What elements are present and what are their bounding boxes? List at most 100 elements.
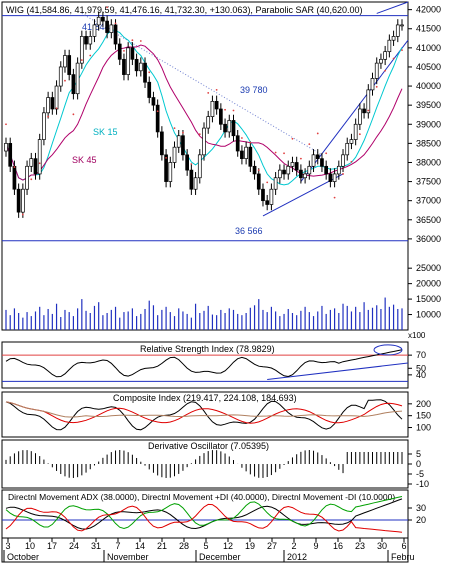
sar-dot (274, 151, 277, 154)
sar-dot (224, 108, 226, 111)
candle-body (197, 154, 202, 179)
candle-body (134, 58, 139, 72)
candle-body (391, 36, 396, 41)
candle-body (79, 36, 84, 64)
candle-body (189, 169, 194, 190)
candle-body (12, 165, 17, 190)
sar-dot (207, 92, 210, 94)
candle-body (227, 120, 232, 133)
sar-dot (89, 54, 92, 57)
sar-dot (64, 79, 66, 82)
price-tick-label: 41000 (416, 43, 441, 53)
sar-dot (308, 143, 311, 146)
date-tick-label: 2 (291, 541, 296, 551)
price-tick-label: 40500 (416, 62, 441, 72)
price-tick-label: 38000 (416, 157, 441, 167)
ci-tick-label: 150 (416, 411, 431, 421)
candle-body (210, 100, 215, 117)
candle-body (248, 146, 253, 167)
candle-body (160, 131, 164, 156)
candle-body (395, 24, 400, 37)
panel-frame-1 (1, 341, 409, 389)
candle-body (366, 89, 371, 114)
sar-dot (291, 137, 294, 140)
sar-dot (384, 69, 387, 72)
candle-body (379, 58, 383, 64)
candle-body (88, 36, 93, 45)
rsi-title: Relative Strength Index (78.9829) (140, 344, 275, 354)
candle-body (172, 146, 177, 163)
candle-body (282, 169, 286, 175)
candle-body (67, 55, 72, 75)
candle-body (277, 169, 282, 179)
candle-body (349, 139, 354, 144)
adx-line (5, 498, 403, 530)
sar-dot (283, 152, 285, 155)
rsi-tick-label: 40 (416, 370, 426, 380)
candle-body (25, 165, 29, 190)
sar-dot (139, 40, 142, 42)
candle-body (219, 108, 223, 125)
candle-body (261, 188, 265, 202)
candle-body (46, 97, 50, 114)
candle-body (75, 62, 80, 95)
date-tick-label: 28 (179, 541, 189, 551)
date-tick-label: 16 (333, 541, 343, 551)
candle-body (353, 123, 358, 140)
candle-body (240, 150, 244, 160)
candle-body (273, 177, 278, 190)
dm-tick-label: 30 (416, 503, 426, 513)
ci-tick-label: 100 (416, 423, 431, 433)
candle-body (21, 188, 25, 213)
candle-body (147, 81, 152, 98)
candle-body (109, 24, 114, 33)
price-tick-label: 39500 (416, 100, 441, 110)
candle-body (362, 108, 366, 114)
price-tick-label: 39000 (416, 119, 441, 129)
ci-tick-label: 200 (416, 399, 431, 409)
price-tick-label: 37500 (416, 177, 441, 187)
candle-body (358, 108, 362, 125)
candle-body (206, 116, 211, 129)
candle-body (96, 16, 101, 26)
candle-body (101, 16, 105, 22)
candle-body (290, 162, 295, 167)
sar-dot (325, 152, 328, 155)
sar-dot (249, 141, 252, 144)
downtrend-line (81, 13, 323, 156)
ci-title: Composite Index (219.417, 224.108, 184.6… (113, 393, 297, 403)
price-tick-label: 41500 (416, 24, 441, 34)
plus-di-line (5, 496, 403, 530)
price-tick-label: 40000 (416, 81, 441, 91)
candle-body (269, 188, 274, 205)
candle-body (265, 200, 270, 205)
ci-line (5, 399, 403, 431)
candle-body (138, 62, 143, 72)
rsi-tick-label: 50 (416, 363, 426, 373)
candle-body (387, 39, 392, 53)
sk15-label: SK 15 (93, 127, 118, 137)
candle-body (345, 143, 350, 156)
candle-body (244, 146, 248, 160)
month-label: Febru (391, 552, 415, 562)
dm-tick-label: 20 (416, 515, 426, 525)
candle-body (37, 139, 42, 175)
date-tick-label: 9 (313, 541, 318, 551)
do-tick-label: -5 (416, 469, 424, 479)
date-tick-label: 19 (245, 541, 255, 551)
candle-body (383, 51, 387, 60)
candle-body (4, 143, 8, 152)
sar-dot (21, 213, 24, 216)
sar-dot (392, 57, 395, 60)
rsi-trend-line (267, 362, 409, 380)
candle-body (113, 24, 118, 45)
price-tick-label: 42000 (416, 5, 441, 15)
do-tick-label: 0 (416, 459, 421, 469)
sar-dot (38, 162, 41, 165)
candle-body (214, 100, 219, 110)
sar-dot (367, 109, 370, 112)
candle-body (155, 104, 160, 133)
sar-dot (173, 127, 176, 129)
candle-body (126, 47, 131, 75)
date-tick-label: 21 (157, 541, 167, 551)
